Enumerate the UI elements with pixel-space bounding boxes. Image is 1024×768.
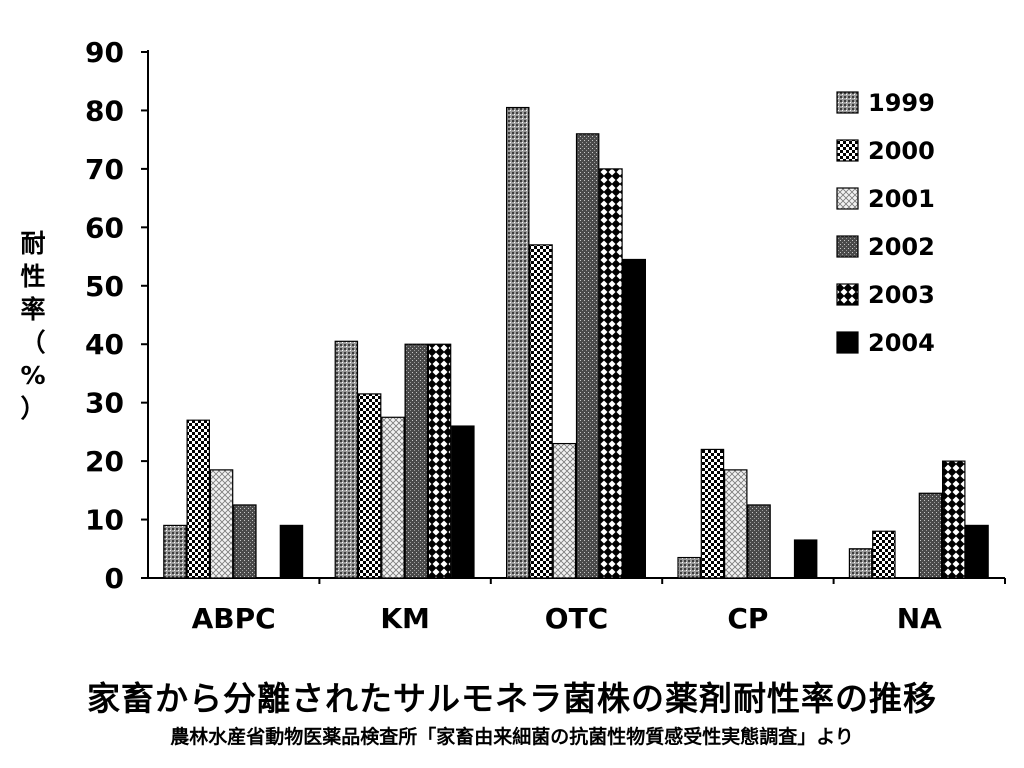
bar <box>381 416 405 579</box>
bar <box>552 442 577 579</box>
bar <box>404 343 429 579</box>
y-axis-label: 耐性率（%） <box>20 229 45 423</box>
legend-label: 2002 <box>868 233 935 261</box>
bar <box>848 548 873 579</box>
x-tick-label: NA <box>897 602 942 635</box>
bar <box>506 106 530 579</box>
y-tick-label: 50 <box>85 270 124 303</box>
bar <box>357 393 382 579</box>
bar <box>163 524 187 579</box>
bar <box>209 469 234 579</box>
legend-swatch <box>836 235 859 258</box>
y-tick-label: 0 <box>105 562 124 595</box>
legend-swatch <box>836 331 859 354</box>
x-tick-label: CP <box>727 602 768 635</box>
bar <box>965 524 989 579</box>
y-axis-title: 耐性率（%） <box>20 229 45 423</box>
bar <box>451 425 475 579</box>
legend-label: 1999 <box>868 89 935 117</box>
y-tick-label: 90 <box>85 36 124 69</box>
legend-label: 2000 <box>868 137 935 165</box>
bar <box>677 556 701 579</box>
chart-title: 家畜から分離されたサルモネラ菌株の薬剤耐性率の推移 <box>87 679 937 718</box>
x-axis: ABPC KM OTC CP NA <box>148 577 1006 635</box>
bar <box>599 168 623 579</box>
y-axis: 0 10 20 30 40 50 60 70 80 90 <box>85 36 149 595</box>
bar <box>622 258 646 579</box>
bar <box>793 539 818 579</box>
bar <box>279 524 304 579</box>
legend-label: 2003 <box>868 281 935 309</box>
bars <box>163 106 989 579</box>
y-tick-label: 80 <box>85 94 124 127</box>
bar <box>427 343 452 579</box>
bar <box>334 340 359 579</box>
bar <box>233 504 257 579</box>
legend-swatch <box>836 91 859 114</box>
y-tick-label: 60 <box>85 211 124 244</box>
legend-label: 2001 <box>868 185 935 213</box>
bar-chart: 耐性率（%） 0 10 20 30 40 50 60 70 80 90 ABPC KM OTC CP NA… <box>20 36 1006 635</box>
legend-swatch <box>836 187 859 210</box>
y-tick-label: 70 <box>85 153 124 186</box>
bar <box>747 504 771 579</box>
x-tick-label: OTC <box>545 602 608 635</box>
chart-source-note: 農林水産省動物医薬品検査所「家畜由来細菌の抗菌性物質感受性実態調査」より <box>170 726 854 748</box>
bar <box>723 469 748 579</box>
bar <box>186 419 211 579</box>
legend-swatch <box>836 139 859 162</box>
y-tick-label: 40 <box>85 328 124 361</box>
y-tick-label: 20 <box>85 445 124 478</box>
x-tick-label: KM <box>380 602 430 635</box>
legend-label: 2004 <box>868 329 935 357</box>
bar <box>529 244 553 579</box>
bar <box>575 133 600 579</box>
bar <box>872 530 896 579</box>
bar <box>941 460 966 579</box>
legend-swatch <box>836 283 859 306</box>
bar <box>700 448 725 579</box>
bar <box>918 492 943 579</box>
legend: 1999 2000 2001 2002 2003 2004 <box>836 89 935 357</box>
y-tick-label: 10 <box>85 504 124 537</box>
x-tick-label: ABPC <box>192 602 276 635</box>
y-tick-label: 30 <box>85 387 124 420</box>
